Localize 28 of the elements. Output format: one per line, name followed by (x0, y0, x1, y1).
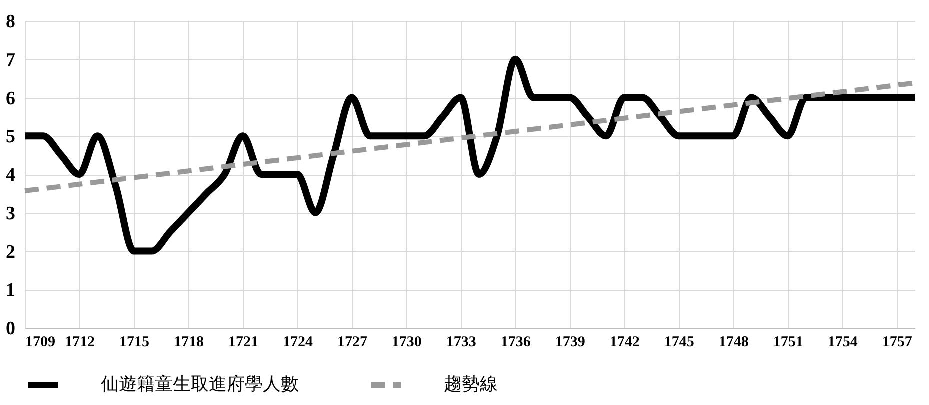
x-tick-label: 1739 (555, 334, 586, 350)
y-tick-label: 3 (6, 203, 16, 224)
x-tick-label: 1757 (882, 334, 913, 350)
x-tick-label: 1748 (718, 334, 749, 350)
x-tick-label: 1730 (392, 334, 422, 350)
x-tick-label: 1709 (26, 334, 56, 350)
x-tick-label: 1751 (773, 334, 804, 350)
y-tick-label: 5 (6, 126, 16, 148)
y-tick-label: 1 (6, 280, 16, 302)
y-tick-label: 6 (6, 88, 16, 110)
y-tick-label: 8 (6, 12, 16, 32)
y-tick-label: 2 (6, 242, 16, 263)
x-tick-label: 1733 (446, 334, 476, 350)
legend-label: 趨勢線 (444, 374, 498, 395)
y-tick-label: 7 (6, 50, 16, 71)
y-tick-label: 4 (6, 165, 16, 186)
x-tick-label: 1736 (500, 334, 532, 350)
x-tick-label: 1727 (337, 334, 368, 350)
x-tick-label: 1715 (119, 334, 150, 350)
x-tick-label: 1742 (610, 334, 640, 350)
x-tick-label: 1721 (228, 334, 258, 350)
legend-label: 仙遊籍童生取進府學人數 (101, 374, 299, 395)
x-tick-label: 1754 (828, 334, 858, 350)
x-tick-label: 1724 (282, 334, 314, 350)
x-tick-label: 1745 (664, 334, 694, 350)
x-tick-label: 1718 (174, 334, 204, 350)
y-tick-label: 0 (6, 318, 16, 340)
x-tick-label: 1712 (64, 334, 95, 350)
